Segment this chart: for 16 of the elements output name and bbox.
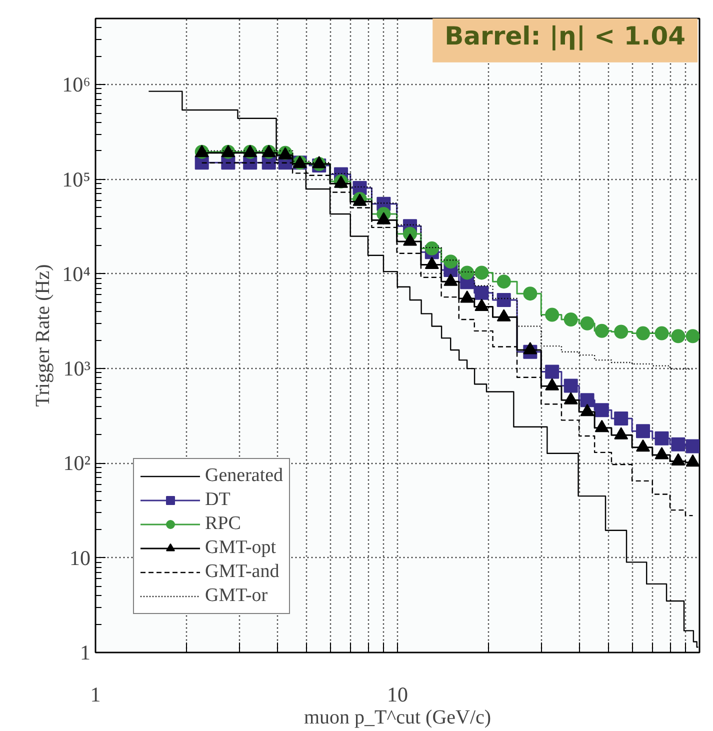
annotation: Barrel: |η| < 1.04 — [444, 21, 686, 50]
y-tick-label: 10 — [70, 546, 90, 570]
y-tick-label: 1 — [80, 640, 90, 664]
y-tick-label: 10² — [63, 451, 90, 476]
y-tick-label: 10⁶ — [62, 72, 91, 97]
legend-label: Generated — [205, 465, 284, 487]
legend-label: GMT-opt — [205, 537, 276, 559]
legend-label: GMT-or — [205, 585, 268, 607]
legend-label: RPC — [205, 513, 241, 535]
y-tick-label: 10⁵ — [62, 167, 91, 192]
legend-label: DT — [205, 489, 230, 511]
y-tick-label: 10³ — [63, 356, 90, 381]
y-tick-label: 10⁴ — [62, 262, 91, 286]
legend-label: GMT-and — [205, 561, 280, 583]
x-axis-title: muon p_T^cut (GeV/c) — [304, 706, 492, 728]
y-axis-title: Trigger Rate (Hz) — [32, 264, 54, 407]
